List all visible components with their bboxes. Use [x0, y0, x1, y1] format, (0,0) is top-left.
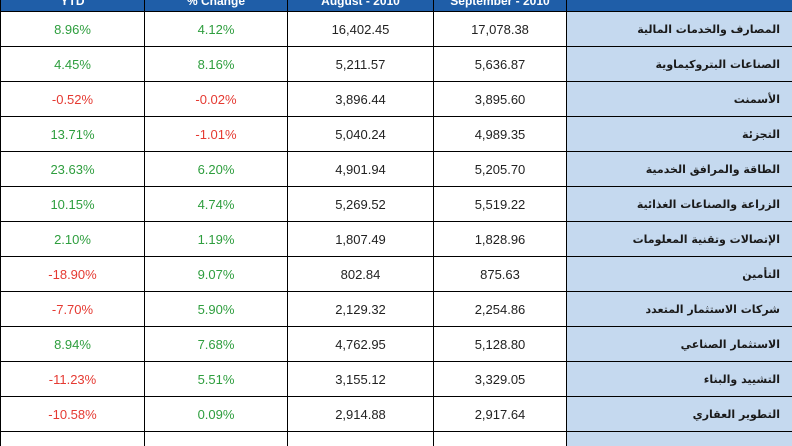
table-row: 8.96% 4.12% 16,402.45 17,078.38 المصارف والخ… — [0, 11, 792, 47]
september-value-cell: 5,128.80 — [433, 326, 567, 362]
august-value-cell: 4,762.95 — [287, 326, 434, 362]
sector-name-cell: التجزئة — [566, 116, 792, 152]
change-cell: 8.16% — [144, 46, 288, 82]
table-row: -0.52% -0.02% 3,896.44 3,895.60 الأسمنت — [0, 81, 792, 117]
sector-name-cell: التشييد والبناء — [566, 361, 792, 397]
september-value-cell: 3,895.60 — [433, 81, 567, 117]
table-row: -7.70% 5.90% 2,129.32 2,254.86 شركات الاستثم… — [0, 291, 792, 327]
sector-name-cell: التأمين — [566, 256, 792, 292]
header-ytd: YTD — [0, 0, 145, 12]
ytd-cell: 23.63% — [0, 151, 145, 187]
empty-cell — [287, 431, 434, 446]
header-august: August - 2010 — [287, 0, 434, 12]
change-cell: 1.19% — [144, 221, 288, 257]
sector-name-cell — [566, 431, 792, 446]
empty-cell — [144, 431, 288, 446]
ytd-cell: -10.58% — [0, 396, 145, 432]
september-value-cell: 5,519.22 — [433, 186, 567, 222]
table-row: -18.90% 9.07% 802.84 875.63 التأمين — [0, 256, 792, 292]
ytd-cell: -18.90% — [0, 256, 145, 292]
september-value-cell: 5,636.87 — [433, 46, 567, 82]
change-cell: 7.68% — [144, 326, 288, 362]
table-header: YTD % Change August - 2010 September - 2… — [0, 0, 792, 12]
empty-cell — [433, 431, 567, 446]
august-value-cell: 5,040.24 — [287, 116, 434, 152]
table-row: 10.15% 4.74% 5,269.52 5,519.22 الزراعة والصن… — [0, 186, 792, 222]
header-september: September - 2010 — [433, 0, 567, 12]
august-value-cell: 802.84 — [287, 256, 434, 292]
sector-name-cell: الاستثمار الصناعي — [566, 326, 792, 362]
sector-name-cell: الإتصالات وتقنية المعلومات — [566, 221, 792, 257]
sector-name-cell: الأسمنت — [566, 81, 792, 117]
table-row-partial — [0, 431, 792, 446]
september-value-cell: 2,917.64 — [433, 396, 567, 432]
ytd-cell: 8.94% — [0, 326, 145, 362]
sector-name-cell: الصناعات البتروكيماوية — [566, 46, 792, 82]
table-body: 8.96% 4.12% 16,402.45 17,078.38 المصارف والخ… — [0, 11, 792, 446]
change-cell: 5.51% — [144, 361, 288, 397]
header-sector — [566, 0, 792, 12]
table-row: 23.63% 6.20% 4,901.94 5,205.70 الطاقة والمرا… — [0, 151, 792, 187]
september-value-cell: 3,329.05 — [433, 361, 567, 397]
august-value-cell: 5,211.57 — [287, 46, 434, 82]
header-row: YTD % Change August - 2010 September - 2… — [0, 0, 792, 12]
sector-name-cell: التطوير العقاري — [566, 396, 792, 432]
ytd-cell: 2.10% — [0, 221, 145, 257]
ytd-cell: 10.15% — [0, 186, 145, 222]
sector-name-cell: الزراعة والصناعات الغذائية — [566, 186, 792, 222]
september-value-cell: 1,828.96 — [433, 221, 567, 257]
sector-name-cell: المصارف والخدمات المالية — [566, 11, 792, 47]
change-cell: 9.07% — [144, 256, 288, 292]
august-value-cell: 3,896.44 — [287, 81, 434, 117]
change-cell: 0.09% — [144, 396, 288, 432]
table-row: 2.10% 1.19% 1,807.49 1,828.96 الإتصالات وتقن… — [0, 221, 792, 257]
empty-cell — [0, 431, 145, 446]
august-value-cell: 5,269.52 — [287, 186, 434, 222]
change-cell: 4.12% — [144, 11, 288, 47]
ytd-cell: -0.52% — [0, 81, 145, 117]
header-change: % Change — [144, 0, 288, 12]
september-value-cell: 875.63 — [433, 256, 567, 292]
august-value-cell: 1,807.49 — [287, 221, 434, 257]
change-cell: -1.01% — [144, 116, 288, 152]
ytd-cell: -11.23% — [0, 361, 145, 397]
september-value-cell: 17,078.38 — [433, 11, 567, 47]
sector-name-cell: شركات الاستثمار المتعدد — [566, 291, 792, 327]
table-row: 13.71% -1.01% 5,040.24 4,989.35 التجزئة — [0, 116, 792, 152]
change-cell: 5.90% — [144, 291, 288, 327]
august-value-cell: 2,914.88 — [287, 396, 434, 432]
september-value-cell: 5,205.70 — [433, 151, 567, 187]
sector-name-cell: الطاقة والمرافق الخدمية — [566, 151, 792, 187]
august-value-cell: 16,402.45 — [287, 11, 434, 47]
change-cell: -0.02% — [144, 81, 288, 117]
ytd-cell: -7.70% — [0, 291, 145, 327]
change-cell: 6.20% — [144, 151, 288, 187]
august-value-cell: 4,901.94 — [287, 151, 434, 187]
table-row: 8.94% 7.68% 4,762.95 5,128.80 الاستثمار الصن… — [0, 326, 792, 362]
table-row: -10.58% 0.09% 2,914.88 2,917.64 التطوير العق… — [0, 396, 792, 432]
change-cell: 4.74% — [144, 186, 288, 222]
september-value-cell: 2,254.86 — [433, 291, 567, 327]
ytd-cell: 4.45% — [0, 46, 145, 82]
table-row: 4.45% 8.16% 5,211.57 5,636.87 الصناعات البتر… — [0, 46, 792, 82]
ytd-cell: 13.71% — [0, 116, 145, 152]
august-value-cell: 3,155.12 — [287, 361, 434, 397]
august-value-cell: 2,129.32 — [287, 291, 434, 327]
ytd-cell: 8.96% — [0, 11, 145, 47]
table-row: -11.23% 5.51% 3,155.12 3,329.05 التشييد والب… — [0, 361, 792, 397]
september-value-cell: 4,989.35 — [433, 116, 567, 152]
